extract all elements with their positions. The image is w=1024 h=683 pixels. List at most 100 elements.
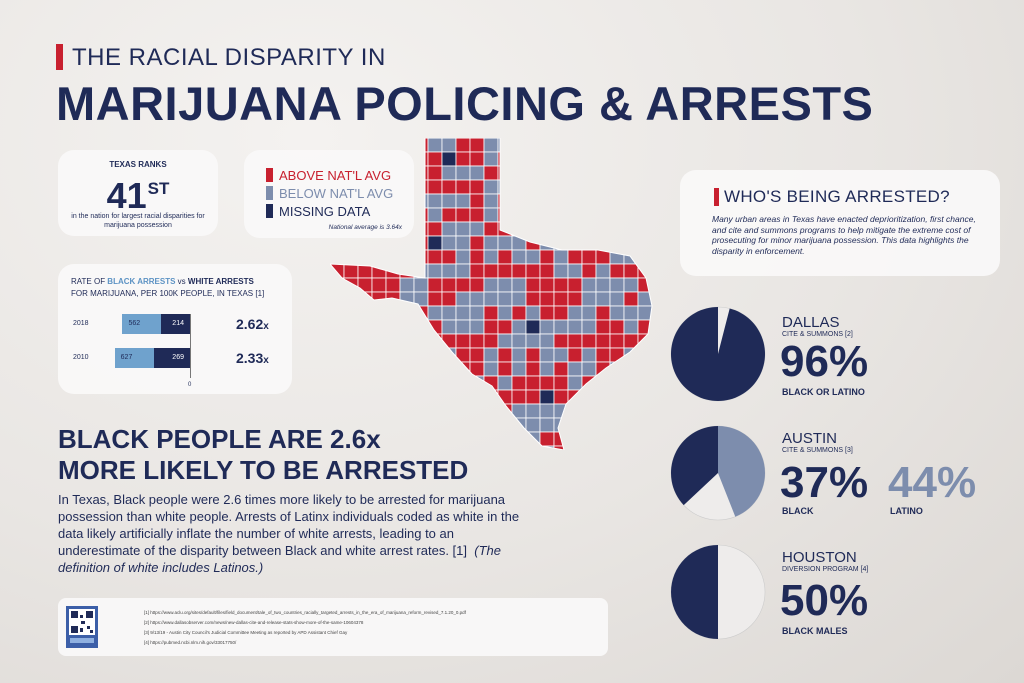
county-cell: [553, 207, 569, 223]
county-cell: [399, 235, 415, 251]
county-cell: [413, 319, 429, 335]
county-cell: [343, 319, 359, 335]
county-cell: [553, 319, 569, 335]
county-cell: [595, 151, 611, 167]
pie-slice-primary: [671, 307, 765, 401]
county-cell: [525, 445, 541, 450]
county-cell: [567, 221, 583, 237]
county-cell: [441, 235, 457, 251]
county-cell: [413, 417, 429, 433]
county-cell: [539, 151, 555, 167]
county-cell: [581, 193, 597, 209]
county-cell: [623, 277, 639, 293]
county-cell: [455, 207, 471, 223]
body-note: (The definition of white includes Latino…: [58, 543, 501, 575]
footnote-4[interactable]: [4] https://pubmed.ncbi.nlm.nih.gov/3301…: [144, 640, 237, 645]
county-cell: [651, 207, 652, 223]
county-cell: [609, 193, 625, 209]
county-cell: [455, 305, 471, 321]
county-cell: [525, 361, 541, 377]
county-cell: [483, 403, 499, 419]
county-cell: [455, 151, 471, 167]
county-cell: [581, 333, 597, 349]
county-cell: [651, 319, 652, 335]
county-cell: [567, 375, 583, 391]
county-cell: [525, 151, 541, 167]
county-cell: [357, 221, 373, 237]
county-cell: [539, 417, 555, 433]
county-cell: [567, 445, 583, 450]
county-cell: [581, 207, 597, 223]
footnote-1[interactable]: [1] https://www.aclu.org/sites/default/f…: [144, 610, 466, 615]
county-cell: [567, 263, 583, 279]
county-cell: [413, 207, 429, 223]
county-cell: [525, 417, 541, 433]
county-cell: [441, 277, 457, 293]
county-cell: [511, 347, 527, 363]
county-cell: [637, 179, 652, 195]
county-cell: [511, 263, 527, 279]
county-cell: [609, 403, 625, 419]
county-cell: [525, 333, 541, 349]
county-cell: [483, 207, 499, 223]
county-cell: [455, 221, 471, 237]
title-accent-bar: [56, 44, 63, 70]
county-cell: [385, 221, 401, 237]
county-cell: [651, 291, 652, 307]
county-cell: [511, 151, 527, 167]
county-cell: [441, 333, 457, 349]
county-cell: [567, 138, 583, 153]
county-cell: [427, 291, 443, 307]
county-cell: [525, 347, 541, 363]
county-cell: [553, 221, 569, 237]
county-cell: [330, 221, 345, 237]
county-cell: [371, 305, 387, 321]
county-cell: [581, 179, 597, 195]
county-cell: [581, 151, 597, 167]
county-cell: [666, 208, 670, 222]
county-cell: [427, 375, 443, 391]
austin-program-label: CITE & SUMMONS [3]: [782, 447, 853, 454]
county-cell: [525, 277, 541, 293]
county-cell: [581, 221, 597, 237]
county-cell: [427, 347, 443, 363]
county-cell: [553, 138, 569, 153]
who-accent-bar: [714, 188, 719, 206]
county-cell: [567, 333, 583, 349]
county-cell: [399, 165, 415, 181]
county-cell: [553, 361, 569, 377]
county-cell: [413, 151, 429, 167]
county-cell: [469, 165, 485, 181]
rank-number: 41: [106, 175, 147, 216]
county-cell: [623, 319, 639, 335]
county-cell: [595, 375, 611, 391]
legend-item-above: ABOVE NAT'L AVG: [266, 168, 391, 183]
body-paragraph: In Texas, Black people were 2.6 times mo…: [58, 491, 538, 576]
county-cell: [343, 165, 359, 181]
county-cell: [427, 333, 443, 349]
county-cell: [623, 389, 639, 405]
county-cell: [330, 375, 345, 391]
county-cell: [483, 249, 499, 265]
county-cell: [497, 305, 513, 321]
county-cell: [609, 277, 625, 293]
county-cell: [651, 193, 652, 209]
county-cell: [483, 347, 499, 363]
county-cell: [441, 431, 457, 447]
county-cell: [343, 221, 359, 237]
footnote-2[interactable]: [2] https://www.dallasobserver.com/news/…: [144, 620, 364, 625]
county-cell: [399, 347, 415, 363]
rank-label: TEXAS RANKS: [109, 160, 167, 169]
county-cell: [567, 361, 583, 377]
qr-code-icon[interactable]: [66, 606, 98, 648]
county-cell: [511, 389, 527, 405]
county-cell: [609, 319, 625, 335]
county-cell: [595, 319, 611, 335]
county-cell: [567, 305, 583, 321]
county-cell: [441, 151, 457, 167]
county-cell: [609, 165, 625, 181]
county-cell: [623, 291, 639, 307]
county-cell: [455, 277, 471, 293]
county-cell: [525, 389, 541, 405]
county-cell: [595, 165, 611, 181]
